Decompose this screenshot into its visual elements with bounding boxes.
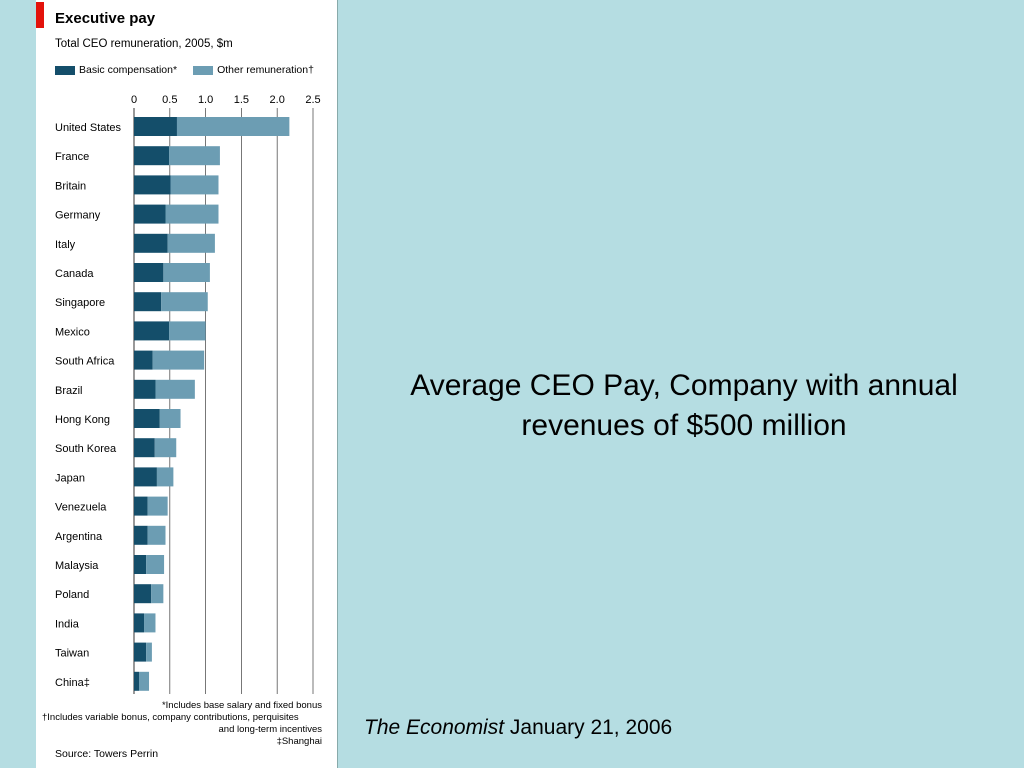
bar-basic-compensation <box>134 321 170 341</box>
bar-basic-compensation <box>134 292 162 312</box>
legend-swatch-other <box>193 65 214 75</box>
footnote-shanghai: ‡Shanghai <box>276 736 322 747</box>
bar-basic-compensation <box>134 350 153 370</box>
bar-other-remuneration <box>144 613 156 633</box>
bar-other-remuneration <box>161 292 208 312</box>
bar-other-remuneration <box>147 496 168 516</box>
category-label: India <box>55 618 80 630</box>
x-tick-label: 2.5 <box>305 94 320 106</box>
bar-basic-compensation <box>134 671 140 691</box>
category-label: Poland <box>55 589 89 601</box>
bar-basic-compensation <box>134 467 157 487</box>
category-label: Singapore <box>55 297 105 309</box>
category-label: United States <box>55 122 122 134</box>
x-tick-label: 1.5 <box>234 94 249 106</box>
bar-other-remuneration <box>151 584 164 604</box>
bar-basic-compensation <box>134 613 145 633</box>
footnote-other-cont: and long-term incentives <box>218 724 323 735</box>
category-label: Argentina <box>55 531 103 543</box>
x-tick-label: 0.5 <box>162 94 177 106</box>
bar-basic-compensation <box>134 146 170 166</box>
bar-basic-compensation <box>134 379 156 399</box>
chart-subtitle: Total CEO remuneration, 2005, $m <box>55 38 233 50</box>
bar-other-remuneration <box>154 438 177 458</box>
bar-other-remuneration <box>155 379 195 399</box>
category-label: Japan <box>55 472 85 484</box>
slide-title: Average CEO Pay, Company with annual rev… <box>410 369 958 442</box>
category-label: Canada <box>55 268 94 280</box>
x-tick-label: 0 <box>131 94 137 106</box>
category-label: Italy <box>55 239 76 251</box>
chart-source: Source: Towers Perrin <box>55 748 159 760</box>
x-tick-label: 2.0 <box>270 94 285 106</box>
bar-basic-compensation <box>134 409 160 428</box>
chart-panel: Executive pay Total CEO remuneration, 20… <box>36 0 338 768</box>
category-label: Taiwan <box>55 648 89 660</box>
category-label: South Africa <box>55 356 115 368</box>
x-tick-label: 1.0 <box>198 94 213 106</box>
bar-other-remuneration <box>147 525 166 545</box>
bar-basic-compensation <box>134 496 148 516</box>
legend-item-other: Other remuneration† <box>193 64 314 76</box>
chart-title: Executive pay <box>55 10 156 27</box>
footnote-other: †Includes variable bonus, company contri… <box>42 712 299 723</box>
legend-label-basic: Basic compensation* <box>79 64 178 76</box>
category-label: France <box>55 151 89 163</box>
bar-basic-compensation <box>134 525 148 545</box>
bar-other-remuneration <box>163 263 210 282</box>
chart-legend: Basic compensation* Other remuneration† <box>55 64 330 76</box>
footnote-basic: *Includes base salary and fixed bonus <box>161 700 322 711</box>
bar-basic-compensation <box>134 117 177 136</box>
category-label: Britain <box>55 180 86 192</box>
bar-other-remuneration <box>146 555 165 574</box>
bar-other-remuneration <box>167 233 215 253</box>
category-label: Malaysia <box>55 560 99 572</box>
bar-basic-compensation <box>134 584 152 604</box>
bar-basic-compensation <box>134 642 147 662</box>
category-label: China‡ <box>55 677 90 689</box>
bar-basic-compensation <box>134 233 168 253</box>
bar-other-remuneration <box>139 671 150 691</box>
red-accent-bar <box>36 2 44 28</box>
bar-other-remuneration <box>169 146 220 166</box>
legend-item-basic: Basic compensation* <box>55 64 177 76</box>
legend-swatch-basic <box>55 65 75 75</box>
bar-basic-compensation <box>134 204 166 224</box>
citation: The Economist January 21, 2006 <box>364 716 672 740</box>
bar-basic-compensation <box>134 555 147 574</box>
bar-basic-compensation <box>134 438 155 458</box>
bar-basic-compensation <box>134 175 171 195</box>
bar-other-remuneration <box>159 409 181 428</box>
bar-basic-compensation <box>134 263 164 282</box>
citation-publication: The Economist <box>364 716 505 739</box>
category-label: Mexico <box>55 326 90 338</box>
category-label: Germany <box>55 210 101 222</box>
category-label: Brazil <box>55 385 83 397</box>
category-label: Hong Kong <box>55 414 110 426</box>
bar-other-remuneration <box>170 175 219 195</box>
citation-date: January 21, 2006 <box>509 716 673 739</box>
category-label: Venezuela <box>55 502 107 514</box>
bar-other-remuneration <box>176 117 290 136</box>
category-label: South Korea <box>55 443 117 455</box>
bar-other-remuneration <box>169 321 206 341</box>
footnotes: *Includes base salary and fixed bonus †I… <box>42 700 322 748</box>
bar-other-remuneration <box>152 350 205 370</box>
legend-label-other: Other remuneration† <box>217 64 314 76</box>
bar-other-remuneration <box>165 204 219 224</box>
bar-other-remuneration <box>156 467 174 487</box>
bar-chart: 0 0.5 1.0 1.5 2.0 2.5 United States France Brita… <box>55 94 321 694</box>
bar-other-remuneration <box>146 642 152 662</box>
